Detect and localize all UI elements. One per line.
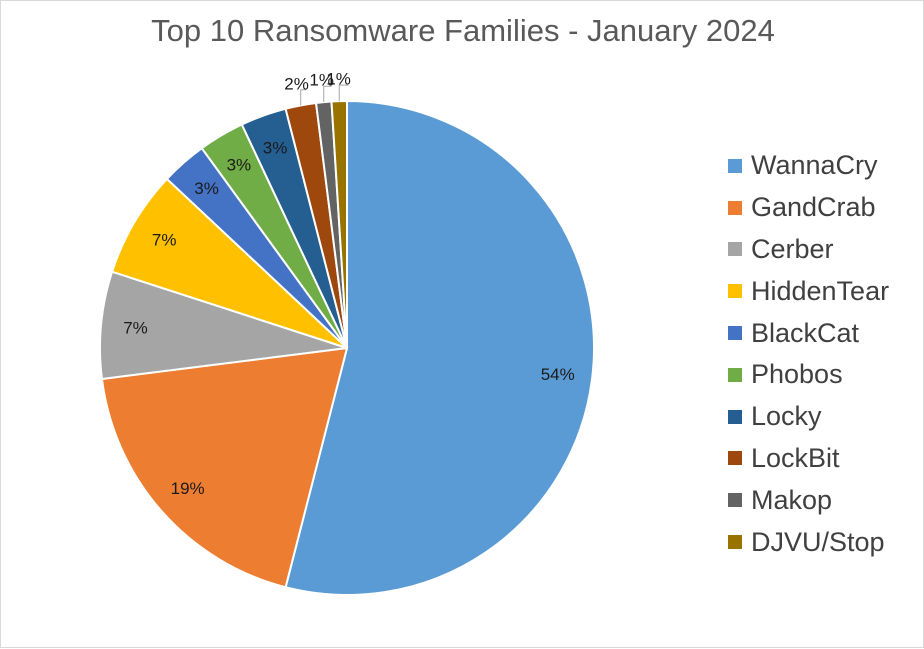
data-label-cerber: 7% <box>123 319 148 338</box>
data-label-blackcat: 3% <box>194 179 219 198</box>
data-label-gandcrab: 19% <box>171 479 205 498</box>
legend-swatch <box>728 284 742 299</box>
pie-slice-gandcrab <box>100 346 349 589</box>
leader-line-makop <box>323 85 332 103</box>
legend-label: Phobos <box>751 359 843 390</box>
legend-label: HiddenTear <box>751 275 890 306</box>
legend-label: Locky <box>751 401 822 432</box>
data-label-locky: 3% <box>263 139 288 158</box>
legend-label: BlackCat <box>751 317 860 348</box>
pie-slice-cerber <box>99 270 348 381</box>
legend-swatch <box>728 493 742 508</box>
legend-label: GandCrab <box>751 192 876 223</box>
legend-item-wannacry: WannaCry <box>728 145 889 187</box>
legend-swatch <box>728 242 742 257</box>
pie-slice-wannacry <box>284 99 595 596</box>
legend-swatch <box>728 200 742 215</box>
legend-item-phobos: Phobos <box>728 354 889 396</box>
legend-label: WannaCry <box>751 150 878 181</box>
legend-swatch <box>728 451 742 466</box>
data-label-lockbit: 2% <box>284 74 309 93</box>
legend-item-locky: Locky <box>728 396 889 438</box>
pie-slice-hiddentear <box>110 177 348 349</box>
legend-label: LockBit <box>751 442 840 473</box>
data-label-wannacry: 54% <box>541 365 575 384</box>
legend-swatch <box>728 326 742 341</box>
legend-swatch <box>728 535 742 550</box>
legend-label: DJVU/Stop <box>751 526 885 557</box>
chart-legend: WannaCry GandCrab Cerber HiddenTear BlackCat… <box>728 145 889 563</box>
legend-swatch <box>728 367 742 382</box>
legend-item-gandcrab: GandCrab <box>728 187 889 229</box>
legend-label: Cerber <box>751 233 834 264</box>
legend-item-lockbit: LockBit <box>728 438 889 480</box>
leader-line-djvu-stop <box>338 84 349 102</box>
leader-line-lockbit <box>300 89 307 106</box>
legend-item-blackcat: BlackCat <box>728 312 889 354</box>
legend-swatch <box>728 158 742 173</box>
data-label-phobos: 3% <box>227 156 252 175</box>
data-label-hiddentear: 7% <box>152 230 177 249</box>
legend-item-hiddentear: HiddenTear <box>728 270 889 312</box>
legend-item-makop: Makop <box>728 479 889 521</box>
legend-swatch <box>728 409 742 424</box>
legend-label: Makop <box>751 484 833 515</box>
data-label-makop: 1% <box>309 71 334 90</box>
legend-item-cerber: Cerber <box>728 229 889 271</box>
data-label-djvu-stop: 1% <box>326 70 351 89</box>
legend-item-djvu-stop: DJVU/Stop <box>728 521 889 563</box>
chart-title: Top 10 Ransomware Families - January 202… <box>151 13 775 48</box>
